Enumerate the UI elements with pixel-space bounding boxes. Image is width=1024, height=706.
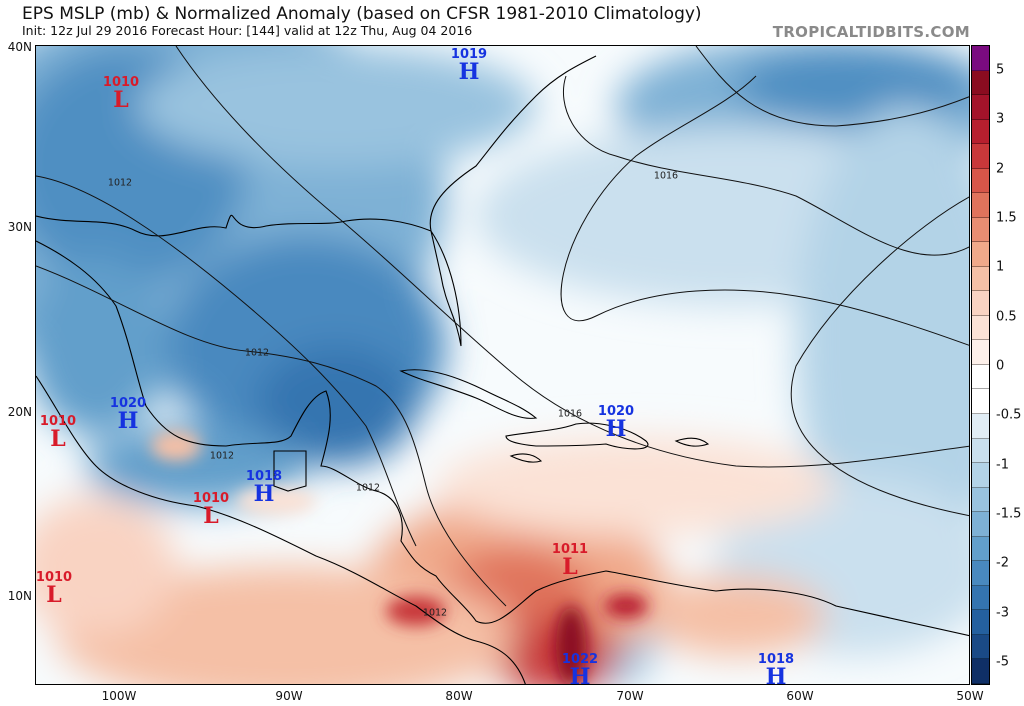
- colorbar-tick-label: -1: [996, 457, 1009, 473]
- forecast-info: Init: 12z Jul 29 2016 Forecast Hour: [14…: [22, 23, 473, 38]
- colorbar-segment: [972, 487, 989, 513]
- low-pressure-marker: 1010 L: [192, 491, 230, 529]
- colorbar-segment: [972, 95, 989, 120]
- colorbar: [971, 45, 990, 685]
- high-pressure-marker: 1018 H: [245, 469, 283, 507]
- lon-label-50w: 50W: [956, 689, 984, 703]
- coastlines: [36, 55, 969, 684]
- lon-label-90w: 90W: [275, 689, 303, 703]
- low-pressure-marker: 1010 L: [102, 75, 140, 113]
- lat-label-30n: 30N: [7, 220, 32, 234]
- colorbar-tick-label: 5: [996, 62, 1005, 78]
- isobar-label: 1012: [355, 482, 381, 494]
- colorbar-tick-label: 3: [996, 111, 1005, 127]
- colorbar-segment: [972, 315, 989, 341]
- isobar-label: 1012: [244, 347, 270, 359]
- colorbar-tick-label: -2: [996, 555, 1009, 571]
- colorbar-segment: [972, 438, 989, 464]
- colorbar-segment: [972, 536, 989, 562]
- colorbar-segment: [972, 70, 989, 96]
- high-pressure-marker: 1020 H: [109, 396, 147, 434]
- colorbar-segment: [972, 193, 989, 218]
- lat-label-40n: 40N: [7, 40, 32, 54]
- colorbar-tick-label: 1.5: [996, 210, 1017, 226]
- colorbar-segment: [972, 119, 989, 145]
- colorbar-tick-label: 0.5: [996, 309, 1017, 325]
- anomaly-field: [36, 46, 969, 684]
- colorbar-tick-label: -1.5: [996, 506, 1022, 522]
- lon-label-70w: 70W: [616, 689, 644, 703]
- colorbar-segment: [972, 168, 989, 194]
- colorbar-tick-label: -5: [996, 654, 1009, 670]
- colorbar-tick-label: 2: [996, 161, 1005, 177]
- colorbar-tick-label: 1: [996, 259, 1005, 275]
- lon-label-60w: 60W: [786, 689, 814, 703]
- colorbar-segment: [972, 389, 989, 414]
- colorbar-tick-label: 0: [996, 358, 1005, 374]
- map-title: EPS MSLP (mb) & Normalized Anomaly (base…: [22, 4, 702, 24]
- low-pressure-marker: 1011 L: [551, 542, 589, 580]
- high-pressure-marker: 1019 H: [450, 47, 488, 85]
- colorbar-segment: [972, 585, 989, 611]
- lat-label-10n: 10N: [7, 589, 32, 603]
- colorbar-segment: [972, 561, 989, 586]
- colorbar-segment: [972, 364, 989, 390]
- colorbar-segment: [972, 340, 989, 365]
- map-canvas: [36, 46, 969, 684]
- colorbar-segment: [972, 144, 989, 169]
- colorbar-segment: [972, 610, 989, 635]
- lon-label-80w: 80W: [445, 689, 473, 703]
- colorbar-segment: [972, 291, 989, 316]
- isobar-label: 1012: [209, 450, 235, 462]
- low-pressure-marker: 1010 L: [39, 414, 77, 452]
- high-pressure-marker: 1020 H: [597, 404, 635, 442]
- colorbar-tick-label: -3: [996, 605, 1009, 621]
- isobar-label: 1012: [422, 607, 448, 619]
- colorbar-segment: [972, 463, 989, 488]
- colorbar-segment: [972, 659, 989, 684]
- colorbar-segment: [972, 266, 989, 292]
- colorbar-segment: [972, 413, 989, 439]
- lat-label-20n: 20N: [7, 405, 32, 419]
- isobar-label: 1016: [653, 170, 679, 182]
- isobar-label: 1016: [557, 408, 583, 420]
- high-pressure-marker: 1022 H: [561, 652, 599, 690]
- high-pressure-marker: 1018 H: [757, 652, 795, 690]
- low-pressure-marker: 1010 L: [35, 570, 73, 608]
- isobar-label: 1012: [107, 177, 133, 189]
- colorbar-segment: [972, 512, 989, 537]
- colorbar-tick-label: -0.5: [996, 407, 1022, 423]
- brand-watermark: TROPICALTIDBITS.COM: [772, 23, 970, 41]
- colorbar-segment: [972, 242, 989, 267]
- isobars: [36, 46, 969, 607]
- colorbar-segment: [972, 634, 989, 660]
- colorbar-segment: [972, 217, 989, 243]
- anomaly-map: [35, 45, 970, 685]
- lon-label-100w: 100W: [101, 689, 137, 703]
- colorbar-segment: [972, 46, 989, 71]
